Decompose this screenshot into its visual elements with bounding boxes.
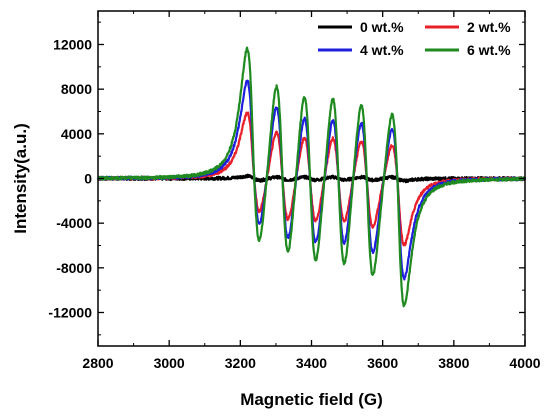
series-curves [96, 46, 527, 308]
y-tick-label: 4000 [61, 126, 92, 142]
x-tick-label: 2800 [82, 355, 113, 371]
legend-label: 4 wt.% [360, 42, 404, 58]
y-tick-label: -8000 [56, 260, 92, 276]
y-tick-label: 0 [84, 171, 92, 187]
y-tick-label: 12000 [53, 37, 92, 53]
x-tick-label: 3800 [438, 355, 469, 371]
legend-label: 6 wt.% [467, 42, 511, 58]
legend-label: 2 wt.% [467, 19, 511, 35]
legend: 0 wt.% 2 wt.% 4 wt.% 6 wt.% [318, 19, 511, 58]
series-line-3 [97, 46, 526, 308]
x-tick-label: 3000 [154, 355, 185, 371]
legend-label: 0 wt.% [360, 19, 404, 35]
x-axis-title: Magnetic field (G) [240, 390, 383, 409]
x-tick-label: 3200 [225, 355, 256, 371]
y-axis-title: Intensity(a.u.) [11, 123, 30, 234]
y-tick-label: -12000 [48, 305, 92, 321]
axes: 2800 3000 3200 3400 3600 3800 4000 -12000 -8000 -… [48, 11, 541, 371]
x-tick-label: 3400 [296, 355, 327, 371]
x-tick-label: 3600 [367, 355, 398, 371]
y-tick-label: -4000 [56, 215, 92, 231]
y-tick-label: 8000 [61, 81, 92, 97]
x-tick-label: 4000 [509, 355, 540, 371]
